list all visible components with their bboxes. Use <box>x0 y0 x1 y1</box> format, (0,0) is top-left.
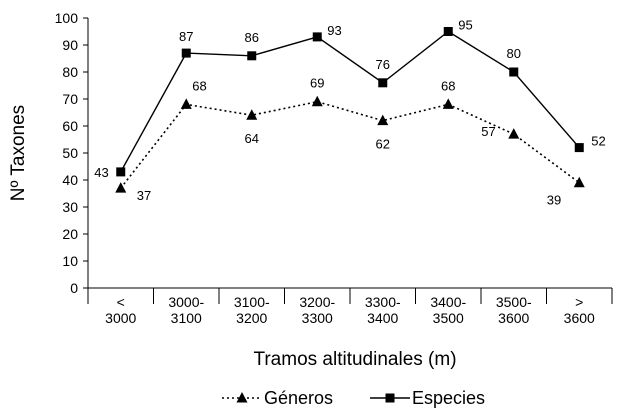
data-label: 86 <box>245 30 259 45</box>
data-label: 76 <box>376 57 390 72</box>
x-axis-label: Tramos altitudinales (m) <box>253 349 456 370</box>
plot-area: 0 10 20 30 40 50 60 70 80 90 100 < 3000 3000-3100 3100… <box>55 10 613 326</box>
data-label: 95 <box>458 18 472 33</box>
data-point <box>247 51 257 61</box>
x-tick-label: 3100-3200 <box>234 294 270 326</box>
data-label: 87 <box>179 29 193 44</box>
y-tick-label: 50 <box>62 145 78 161</box>
x-tick-label: >3600 <box>564 294 595 326</box>
data-label: 93 <box>327 23 341 38</box>
legend: Géneros Especies <box>222 388 485 408</box>
x-tick-label: 3500-3600 <box>496 294 532 326</box>
data-point <box>181 48 191 58</box>
data-point <box>442 98 454 109</box>
data-point <box>508 128 520 139</box>
data-point <box>509 67 519 77</box>
data-label: 68 <box>441 78 455 93</box>
data-point <box>116 167 126 177</box>
legend-label: Géneros <box>264 388 333 408</box>
data-label: 57 <box>481 124 495 139</box>
x-tick-label: 3300-3400 <box>365 294 401 326</box>
data-point <box>115 182 127 193</box>
y-axis-label: Nº Taxones <box>8 105 29 201</box>
y-tick-label: 100 <box>55 10 79 26</box>
y-tick-label: 70 <box>62 91 78 107</box>
data-label: 37 <box>137 188 151 203</box>
data-point <box>311 95 323 107</box>
data-point <box>312 32 322 42</box>
data-point <box>246 109 258 120</box>
y-tick-label: 80 <box>62 64 78 80</box>
legend-marker <box>236 392 248 403</box>
data-label: 64 <box>245 131 259 146</box>
data-point <box>378 78 388 88</box>
series-line-especies <box>120 30 580 173</box>
y-tick-label: 40 <box>62 172 78 188</box>
data-point <box>573 176 585 188</box>
x-tick-label: 3000-3100 <box>168 294 204 326</box>
data-label: 69 <box>310 76 324 91</box>
y-tick-label: 0 <box>70 280 78 296</box>
data-point <box>180 98 192 109</box>
y-tick-label: 30 <box>62 199 78 215</box>
data-label: 68 <box>192 78 206 93</box>
data-point <box>574 143 584 153</box>
series-line-géneros <box>120 100 580 189</box>
data-point <box>443 27 453 36</box>
y-tick-label: 60 <box>62 118 78 134</box>
x-tick-label: 3200-3300 <box>299 294 335 326</box>
y-tick-label: 10 <box>62 253 78 269</box>
data-label: 43 <box>94 165 108 180</box>
x-tick-label: <3000 <box>105 294 136 326</box>
y-tick-label: 90 <box>62 37 78 53</box>
data-point <box>377 114 389 126</box>
data-label: 52 <box>591 134 605 149</box>
y-tick-label: 20 <box>62 226 78 242</box>
legend-label: Especies <box>412 388 485 408</box>
legend-marker <box>385 393 395 403</box>
data-label: 62 <box>376 137 390 152</box>
data-label: 39 <box>547 193 561 208</box>
data-label: 80 <box>507 46 521 61</box>
x-tick-label: 3400-3500 <box>430 294 466 326</box>
